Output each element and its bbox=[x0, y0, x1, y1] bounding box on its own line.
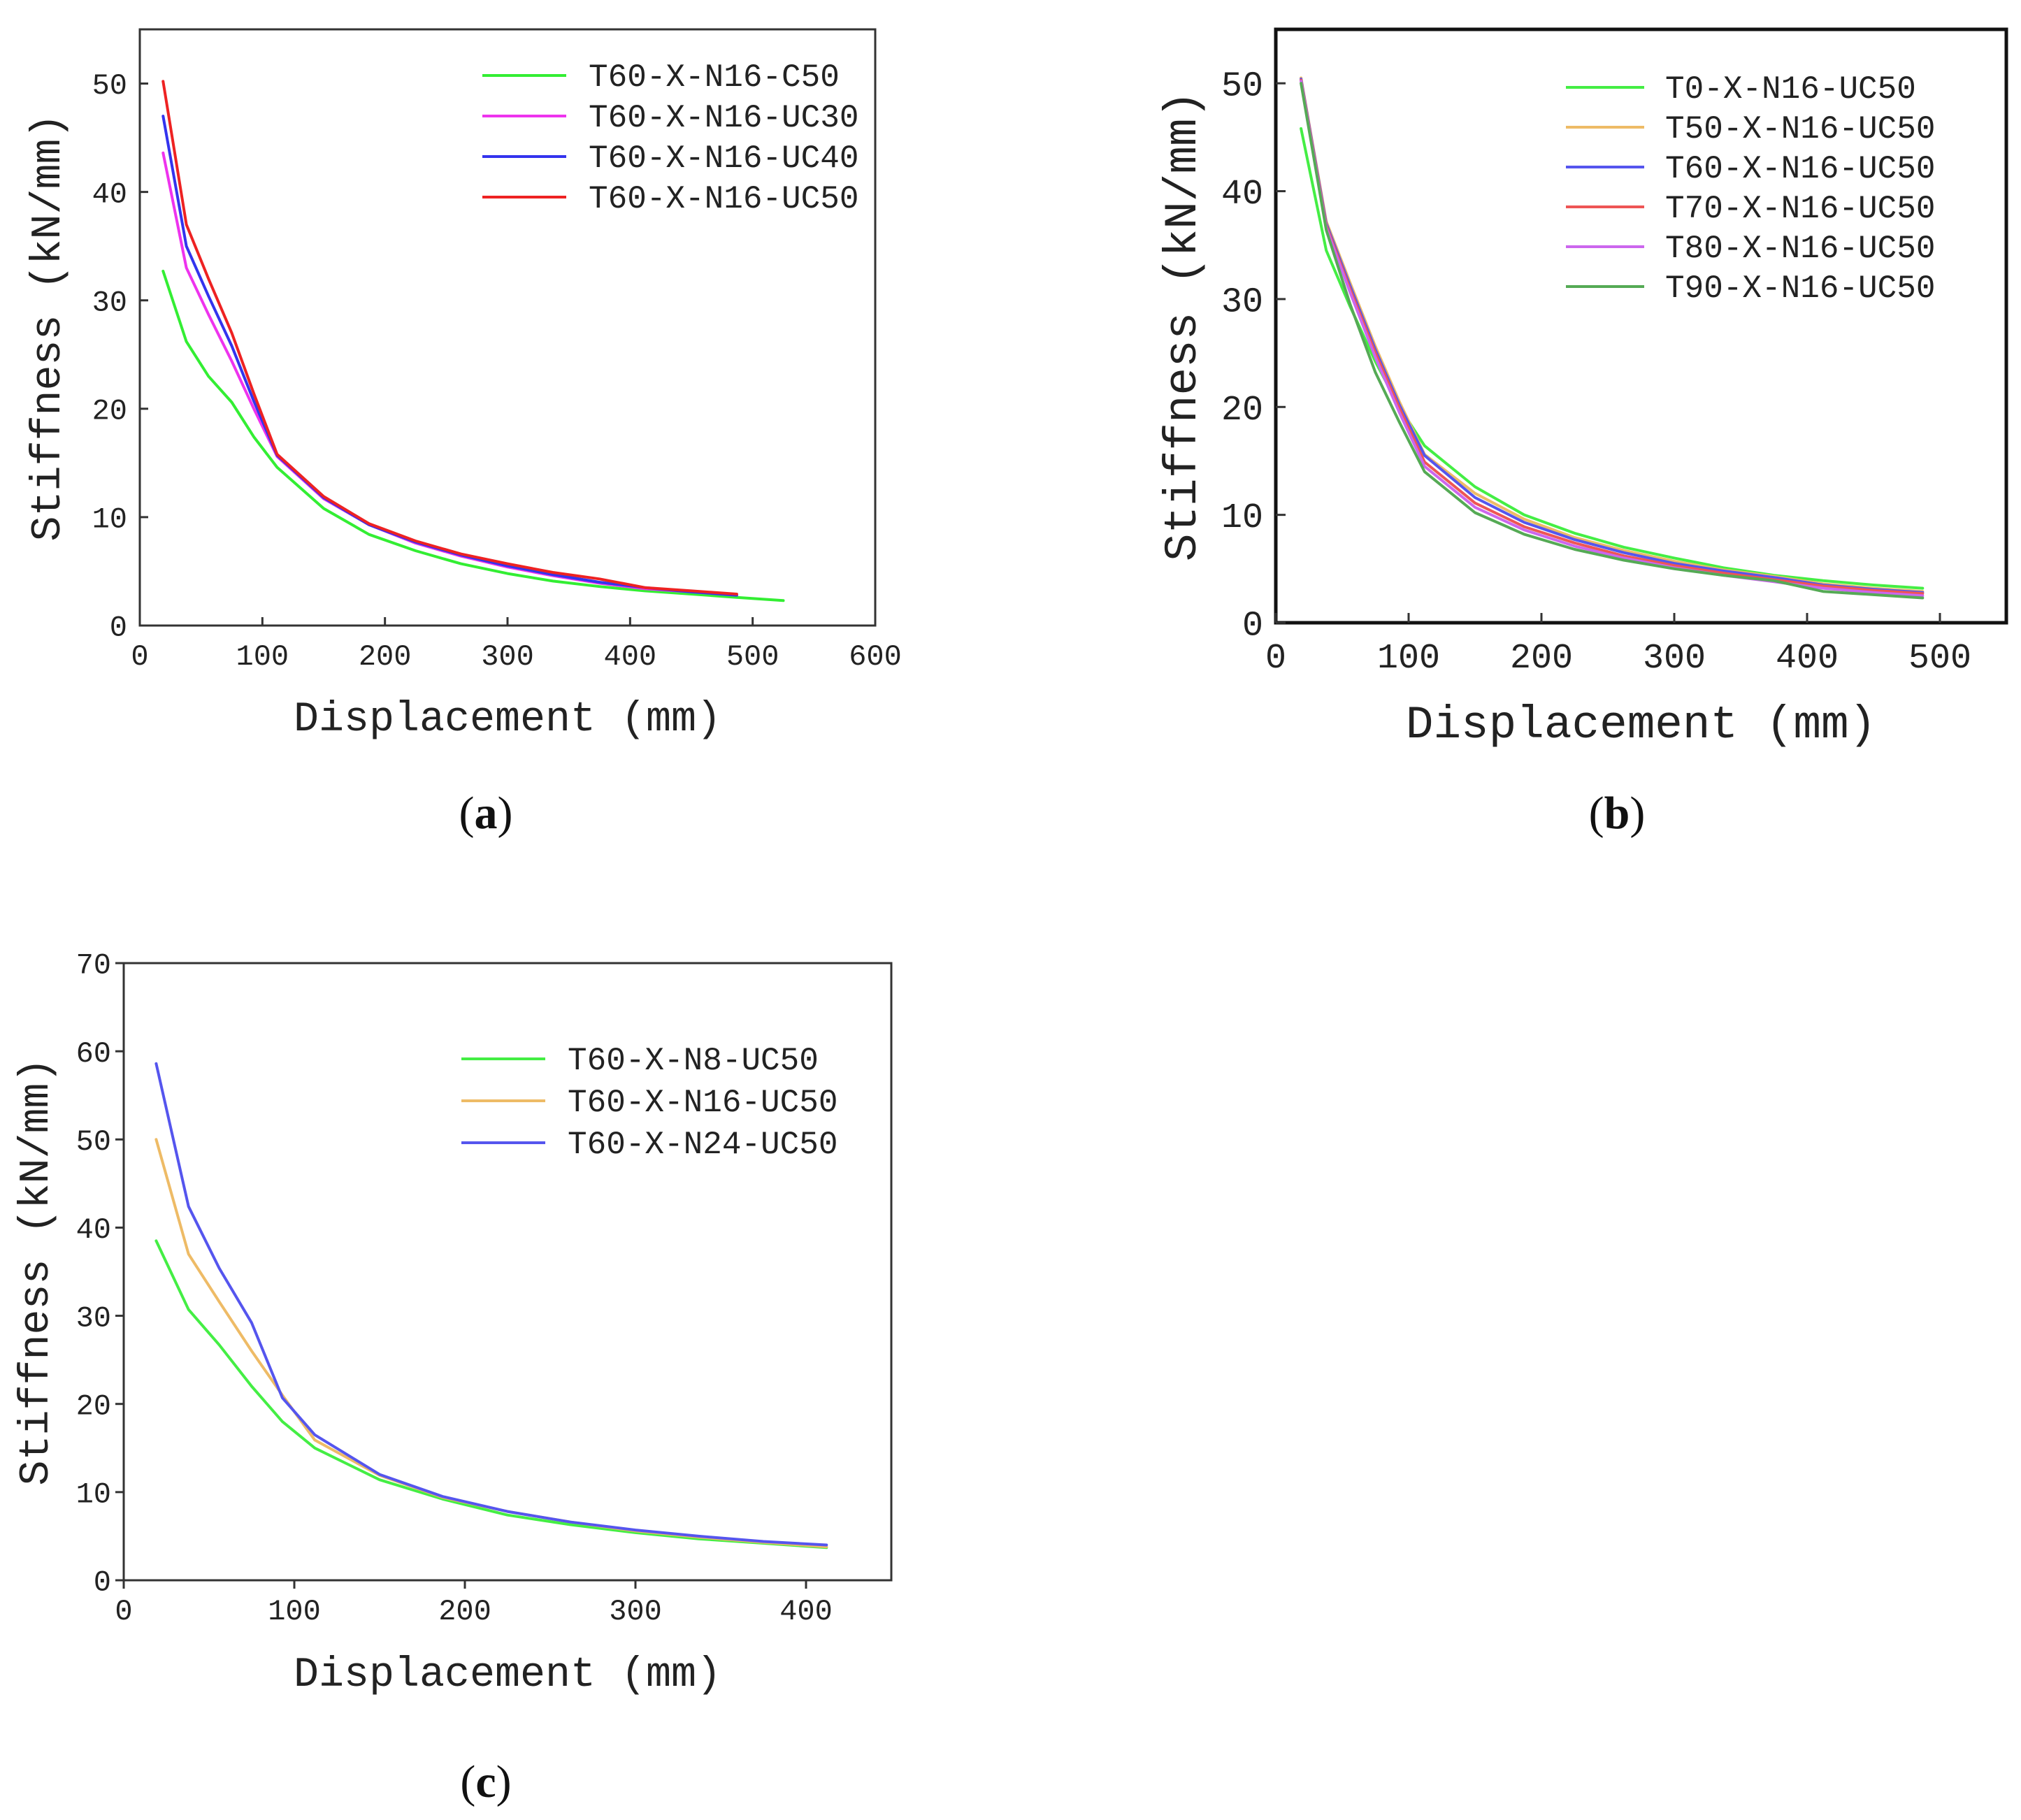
legend-label: T60-X-N16-UC50 bbox=[589, 181, 858, 217]
plot-frame-c bbox=[122, 962, 893, 1582]
legend-c: T60-X-N8-UC50 T60-X-N16-UC50 T60-X-N24-UC5… bbox=[461, 1043, 837, 1163]
x-tick-label: 500 bbox=[726, 640, 779, 674]
x-tick-label: 200 bbox=[438, 1595, 491, 1628]
legend-a: T60-X-N16-C50 T60-X-N16-UC30 T60-X-N16-UC4… bbox=[482, 59, 858, 217]
y-tick-label: 10 bbox=[76, 1478, 111, 1512]
x-tick-label: 300 bbox=[609, 1595, 662, 1628]
x-tick-label: 0 bbox=[115, 1595, 132, 1628]
x-axis-title: Displacement (mm) bbox=[294, 1652, 721, 1699]
panel-label-c: (c) bbox=[460, 1756, 511, 1807]
y-tick-label: 30 bbox=[92, 286, 127, 319]
chart-panel-c: 0 100 200 300 400 0 10 20 30 40 50 60 70 Displacement… bbox=[13, 949, 893, 1699]
y-tick-label: 40 bbox=[76, 1213, 111, 1247]
x-tick-label: 400 bbox=[779, 1595, 833, 1628]
x-tick-label: 400 bbox=[604, 640, 657, 674]
y-tick-label: 60 bbox=[76, 1037, 111, 1071]
legend-label: T60-X-N8-UC50 bbox=[568, 1043, 819, 1079]
y-tick-label: 50 bbox=[76, 1125, 111, 1159]
series-line-T60-X-N16-C50 bbox=[161, 269, 785, 602]
y-tick-label: 50 bbox=[1221, 67, 1263, 107]
series-line-T90-X-N16-UC50 bbox=[1300, 82, 1925, 600]
x-tick-label: 300 bbox=[1643, 639, 1706, 679]
x-axis-title: Displacement (mm) bbox=[1406, 699, 1876, 751]
y-tick-label: 10 bbox=[1221, 498, 1263, 538]
legend-label: T90-X-N16-UC50 bbox=[1665, 270, 1935, 307]
panel-label-b-open: ( bbox=[1589, 788, 1604, 839]
legend-label: T60-X-N24-UC50 bbox=[568, 1127, 837, 1163]
panel-label-b-letter: b bbox=[1604, 788, 1630, 839]
x-tick-label: 100 bbox=[268, 1595, 321, 1628]
x-tick-label: 0 bbox=[1265, 639, 1286, 679]
y-tick-label: 0 bbox=[110, 612, 127, 645]
series-line-T60-X-N24-UC50 bbox=[154, 1062, 828, 1547]
legend-label: T60-X-N16-UC40 bbox=[589, 140, 858, 177]
y-axis-title: Stiffness (kN/mm) bbox=[13, 1057, 61, 1485]
panel-label-c-close: ) bbox=[496, 1756, 512, 1807]
panel-label-a-close: ) bbox=[498, 788, 513, 839]
x-tick-label: 500 bbox=[1908, 639, 1971, 679]
x-tick-label: 200 bbox=[359, 640, 412, 674]
legend-label: T80-X-N16-UC50 bbox=[1665, 231, 1935, 267]
y-tick-label: 10 bbox=[92, 503, 127, 537]
y-tick-label: 0 bbox=[1242, 607, 1263, 647]
x-axis-title: Displacement (mm) bbox=[294, 696, 721, 744]
y-axis-title: Stiffness (kN/mm) bbox=[25, 113, 73, 541]
x-tick-label: 400 bbox=[1776, 639, 1839, 679]
legend-label: T60-X-N16-UC30 bbox=[589, 100, 858, 136]
y-tick-label: 0 bbox=[94, 1566, 111, 1600]
y-axis-title: Stiffness (kN/mm) bbox=[1157, 91, 1209, 561]
legend-label: T60-X-N16-C50 bbox=[589, 59, 840, 96]
panel-label-a: (a) bbox=[459, 788, 513, 839]
panel-label-c-open: ( bbox=[460, 1756, 475, 1807]
panel-label-a-letter: a bbox=[475, 788, 498, 839]
plot-frame-b bbox=[1274, 27, 2008, 625]
x-tick-label: 300 bbox=[481, 640, 534, 674]
x-tick-label: 600 bbox=[849, 640, 902, 674]
series-line-T60-X-N8-UC50 bbox=[154, 1239, 828, 1550]
panel-label-b: (b) bbox=[1589, 788, 1646, 839]
legend-label: T0-X-N16-UC50 bbox=[1665, 71, 1916, 108]
panel-label-c-letter: c bbox=[475, 1756, 496, 1807]
series-line-T0-X-N16-UC50 bbox=[1300, 127, 1925, 590]
chart-panel-b: 0 100 200 300 400 500 0 10 20 30 40 50 Displacement … bbox=[1157, 27, 2008, 751]
legend-label: T60-X-N16-UC50 bbox=[1665, 151, 1935, 187]
legend-label: T50-X-N16-UC50 bbox=[1665, 111, 1935, 147]
x-tick-label: 200 bbox=[1510, 639, 1573, 679]
y-tick-label: 30 bbox=[1221, 282, 1263, 322]
y-tick-label: 50 bbox=[92, 69, 127, 103]
panel-label-a-open: ( bbox=[459, 788, 475, 839]
x-tick-label: 100 bbox=[236, 640, 289, 674]
y-tick-label: 20 bbox=[92, 395, 127, 428]
legend-label: T70-X-N16-UC50 bbox=[1665, 191, 1935, 227]
y-tick-label: 20 bbox=[1221, 391, 1263, 431]
x-tick-label: 100 bbox=[1377, 639, 1440, 679]
y-tick-label: 20 bbox=[76, 1389, 111, 1423]
chart-panel-a: 0 100 200 300 400 500 600 0 10 20 30 40 50 Displaceme… bbox=[25, 28, 902, 744]
legend-label: T60-X-N16-UC50 bbox=[568, 1085, 837, 1121]
x-tick-label: 0 bbox=[131, 640, 148, 674]
panel-label-b-close: ) bbox=[1630, 788, 1645, 839]
y-tick-label: 70 bbox=[76, 949, 111, 983]
y-tick-label: 40 bbox=[1221, 175, 1263, 215]
series-line-T60-X-N16-UC50 bbox=[161, 80, 738, 595]
y-tick-label: 30 bbox=[76, 1301, 111, 1335]
y-tick-label: 40 bbox=[92, 178, 127, 211]
